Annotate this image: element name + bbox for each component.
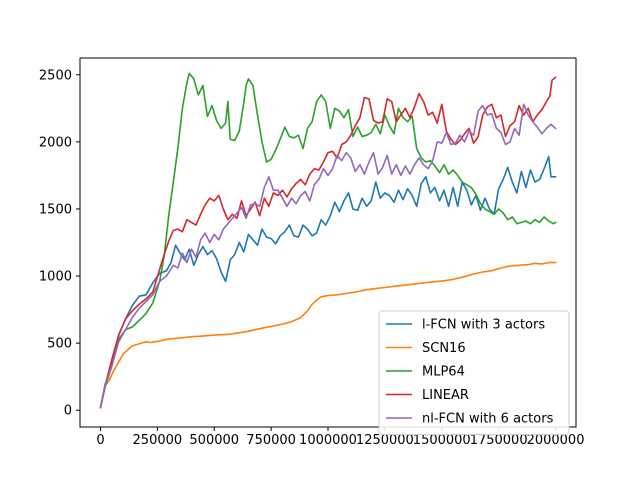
series-line-4 <box>99 103 557 409</box>
legend: l-FCN with 3 actors SCN16 MLP64 LINEAR nl-FC… <box>378 310 570 435</box>
y-tick-label-1: 500 <box>47 337 72 352</box>
series-line-1 <box>99 261 557 409</box>
x-tick-label-3: 750000 <box>246 433 296 448</box>
legend-label-4: nl-FCN with 6 actors <box>422 412 554 427</box>
axes-layer: 0 250000 500000 750000 100000012500001500000… <box>39 57 585 448</box>
x-tick-label-1: 250000 <box>133 433 183 448</box>
y-tick-label-0: 0 <box>64 404 72 419</box>
y-tick-label-3: 1500 <box>39 202 72 217</box>
series-line-2 <box>99 72 557 409</box>
x-tick-label-8: 2000000 <box>527 433 585 448</box>
legend-label-1: SCN16 <box>422 341 466 356</box>
series-layer <box>99 72 557 409</box>
y-tick-label-2: 1000 <box>39 270 72 285</box>
series-line-0 <box>99 155 557 409</box>
legend-label-3: LINEAR <box>422 388 469 403</box>
series-line-3 <box>99 76 557 409</box>
x-tick-label-4: 1000000 <box>299 433 357 448</box>
legend-label-0: l-FCN with 3 actors <box>422 318 545 333</box>
x-tick-label-0: 0 <box>96 433 104 448</box>
x-tick-label-7: 1750000 <box>470 433 528 448</box>
x-tick-label-6: 1500000 <box>413 433 471 448</box>
y-tick-label-4: 2000 <box>39 135 72 150</box>
x-tick-label-2: 500000 <box>189 433 239 448</box>
legend-label-2: MLP64 <box>422 365 465 380</box>
y-tick-label-5: 2500 <box>39 68 72 83</box>
legend-box <box>378 310 570 435</box>
x-tick-label-5: 1250000 <box>356 433 414 448</box>
